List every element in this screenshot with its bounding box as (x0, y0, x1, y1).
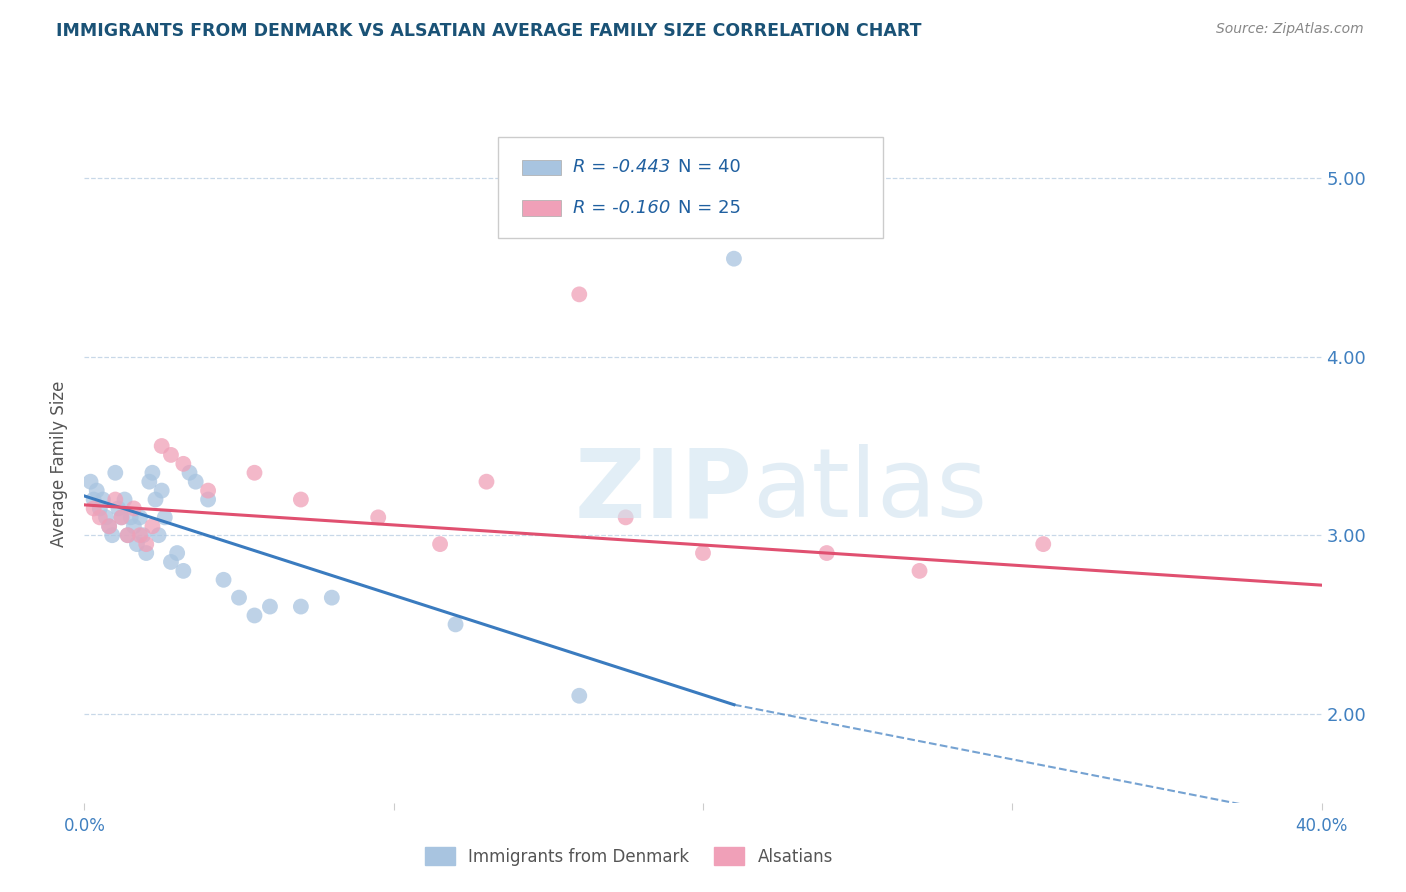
Text: Source: ZipAtlas.com: Source: ZipAtlas.com (1216, 22, 1364, 37)
Point (184, 475, 207, 489)
Point (145, 492, 167, 507)
Point (104, 492, 127, 507)
Text: ZIP: ZIP (575, 444, 752, 538)
Point (614, 510, 637, 524)
Point (179, 466, 201, 480)
Point (91, 492, 114, 507)
Point (692, 546, 714, 560)
Point (197, 483, 219, 498)
Point (122, 501, 145, 516)
Point (290, 599, 312, 614)
Point (243, 466, 266, 480)
Point (172, 564, 194, 578)
Point (321, 591, 343, 605)
Point (212, 573, 235, 587)
Point (110, 510, 132, 524)
Point (120, 510, 142, 524)
Text: N = 25: N = 25 (678, 199, 741, 217)
Legend: Immigrants from Denmark, Alsatians: Immigrants from Denmark, Alsatians (418, 840, 839, 872)
Point (172, 457, 194, 471)
Point (114, 492, 136, 507)
Text: R = -0.160: R = -0.160 (572, 199, 669, 217)
Point (243, 608, 266, 623)
Point (444, 617, 467, 632)
Point (83, 501, 105, 516)
Point (98, 519, 121, 533)
Point (129, 528, 152, 542)
Point (117, 528, 139, 542)
Point (83, 492, 105, 507)
Y-axis label: Average Family Size: Average Family Size (51, 381, 69, 547)
Point (138, 475, 160, 489)
Point (79, 475, 101, 489)
Point (117, 528, 139, 542)
Point (89, 510, 111, 524)
Point (153, 510, 176, 524)
Point (150, 439, 173, 453)
Point (228, 591, 250, 605)
Point (568, 689, 591, 703)
Point (1032, 537, 1054, 551)
Point (166, 546, 188, 560)
Point (723, 252, 745, 266)
Point (101, 528, 124, 542)
Point (141, 519, 163, 533)
Point (89, 501, 111, 516)
Text: atlas: atlas (752, 444, 987, 538)
Point (104, 466, 127, 480)
Point (290, 492, 312, 507)
Text: N = 40: N = 40 (678, 159, 741, 177)
Point (132, 528, 155, 542)
Point (259, 599, 281, 614)
Point (141, 466, 163, 480)
Point (908, 564, 931, 578)
Point (568, 287, 591, 301)
Point (135, 546, 157, 560)
Point (94, 510, 117, 524)
Point (125, 537, 148, 551)
Point (98, 519, 121, 533)
Point (367, 510, 389, 524)
Point (150, 483, 173, 498)
Point (110, 510, 132, 524)
Point (815, 546, 838, 560)
Text: IMMIGRANTS FROM DENMARK VS ALSATIAN AVERAGE FAMILY SIZE CORRELATION CHART: IMMIGRANTS FROM DENMARK VS ALSATIAN AVER… (56, 22, 922, 40)
Point (135, 537, 157, 551)
Point (160, 448, 183, 462)
Point (122, 519, 145, 533)
Point (475, 475, 498, 489)
Point (107, 501, 129, 516)
Point (160, 555, 183, 569)
Point (429, 537, 451, 551)
Text: R = -0.443: R = -0.443 (572, 159, 669, 177)
Point (148, 528, 170, 542)
Point (129, 510, 152, 524)
Point (86, 483, 108, 498)
Point (197, 492, 219, 507)
